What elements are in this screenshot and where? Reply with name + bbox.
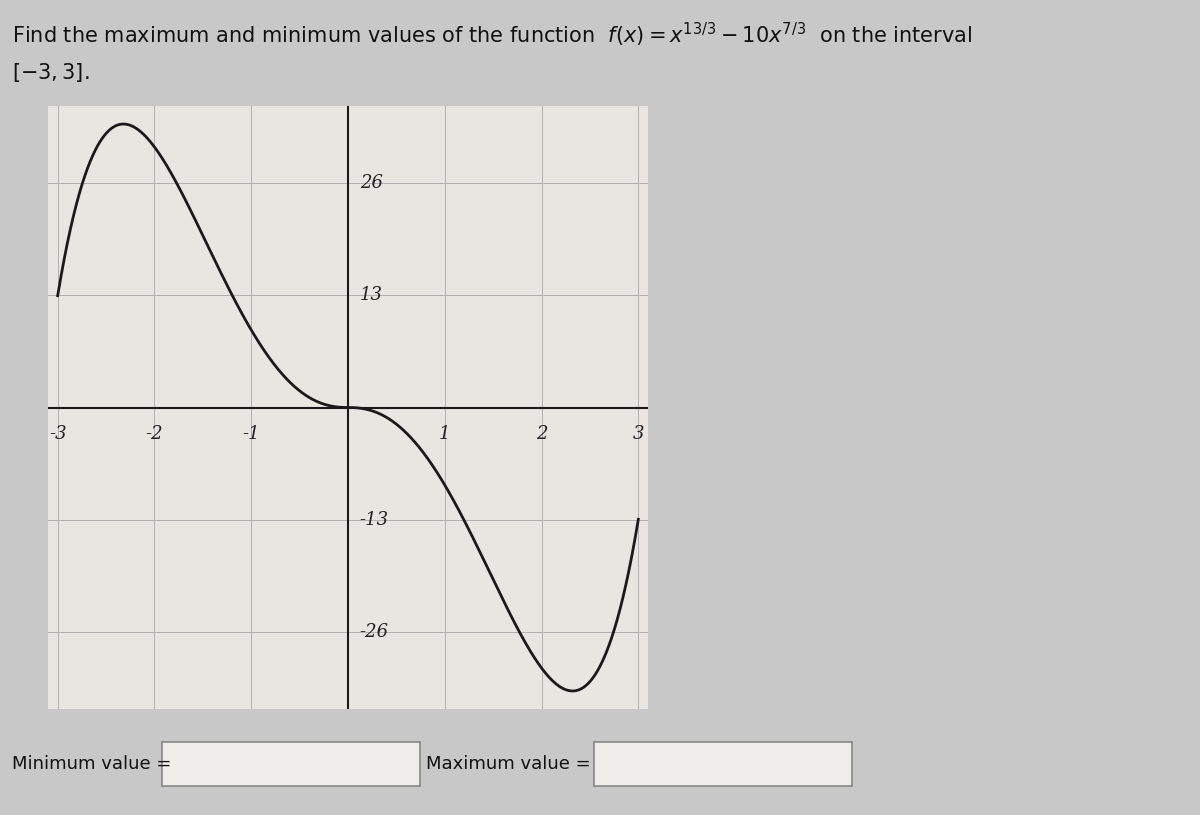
Text: -3: -3 bbox=[49, 425, 66, 443]
Text: $[-3, 3].$: $[-3, 3].$ bbox=[12, 61, 90, 84]
Text: 26: 26 bbox=[360, 174, 383, 192]
Text: -26: -26 bbox=[360, 623, 389, 641]
Text: Maximum value =: Maximum value = bbox=[426, 755, 590, 773]
Text: 13: 13 bbox=[360, 287, 383, 305]
Text: Minimum value =: Minimum value = bbox=[12, 755, 172, 773]
Text: 1: 1 bbox=[439, 425, 450, 443]
Text: 2: 2 bbox=[535, 425, 547, 443]
Text: -1: -1 bbox=[242, 425, 260, 443]
Text: -13: -13 bbox=[360, 510, 389, 528]
Text: Find the maximum and minimum values of the function  $f(\mathit{x}) = \mathit{x}: Find the maximum and minimum values of t… bbox=[12, 20, 972, 49]
Text: 3: 3 bbox=[632, 425, 644, 443]
Text: -2: -2 bbox=[145, 425, 163, 443]
